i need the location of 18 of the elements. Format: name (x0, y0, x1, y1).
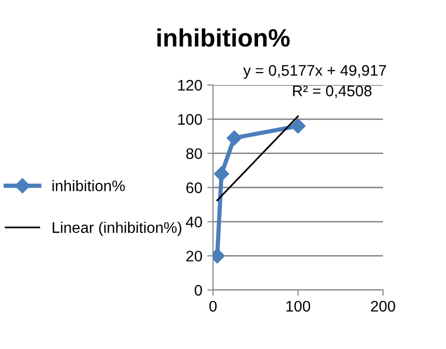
x-tick-label: 0 (209, 300, 217, 312)
legend-label: inhibition% (52, 180, 125, 192)
x-tick-label: 100 (286, 300, 310, 312)
y-tick-label: 40 (186, 216, 202, 228)
y-tick-label: 0 (194, 284, 202, 296)
text: y = 0,5177x + 49,917 (243, 65, 386, 79)
y-tick-label: 80 (186, 148, 202, 160)
point (214, 166, 230, 182)
y-tick-label: 100 (178, 114, 202, 125)
annotation: R² = 0,4508 (293, 86, 372, 98)
y-tick-label: 20 (186, 250, 202, 262)
y-tick-label: 120 (178, 80, 202, 91)
x-tick-label: 200 (371, 300, 396, 312)
point (226, 130, 242, 146)
point (290, 118, 306, 134)
legend-label: Linear (inhibition%) (52, 222, 182, 236)
y-tick-label: 60 (186, 182, 202, 194)
chart-title: inhibition% (157, 28, 290, 47)
